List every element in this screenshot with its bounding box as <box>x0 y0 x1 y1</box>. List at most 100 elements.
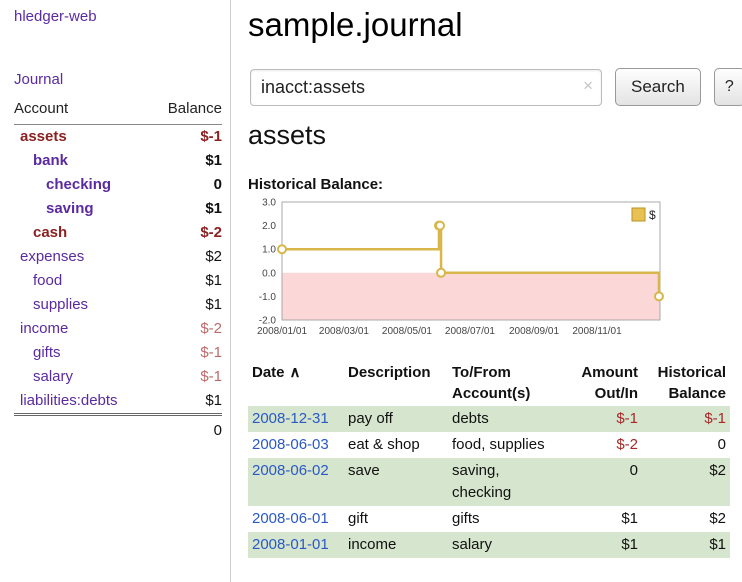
transaction-accounts: salary <box>452 536 493 553</box>
account-title: assets <box>248 120 327 150</box>
legend-label: $ <box>649 208 656 222</box>
register-row: 2008-06-02 save saving, checking 0 $2 <box>248 458 730 506</box>
transaction-accounts: saving, checking <box>452 462 512 501</box>
transaction-amount: $1 <box>621 536 638 553</box>
search-input[interactable] <box>250 68 602 106</box>
accounts-total: 0 <box>14 413 222 439</box>
account-link[interactable]: checking <box>46 176 112 193</box>
y-tick-label: 0.0 <box>262 268 276 279</box>
x-tick-label: 2008/03/01 <box>319 326 369 337</box>
accounts-header-account: Account <box>14 100 69 117</box>
transaction-date-link[interactable]: 2008-06-02 <box>252 462 329 479</box>
column-header-balance-line1: Historical <box>657 364 726 381</box>
register-table: Date ∧ Description To/From Account(s) Amo… <box>248 360 730 558</box>
y-tick-label: -2.0 <box>259 316 277 327</box>
search-button[interactable]: Search <box>615 68 701 106</box>
y-tick-label: -1.0 <box>259 292 277 303</box>
account-balance: $1 <box>205 200 222 217</box>
transaction-description: pay off <box>348 410 393 427</box>
account-link[interactable]: bank <box>33 152 69 169</box>
account-link[interactable]: gifts <box>33 344 61 361</box>
account-balance: $2 <box>205 248 222 265</box>
clear-search-icon[interactable]: × <box>583 75 593 95</box>
x-tick-label: 2008/01/01 <box>257 326 307 337</box>
account-balance: $1 <box>205 152 222 169</box>
accounts-panel: Account Balance assets $-1 bank $1 checking 0… <box>14 100 222 439</box>
account-balance: $-1 <box>200 368 222 385</box>
data-point-marker <box>653 291 664 302</box>
account-balance: $-1 <box>200 344 222 361</box>
x-tick-label: 2008/05/01 <box>382 326 432 337</box>
help-button[interactable]: ? <box>713 68 742 106</box>
transaction-amount: $-2 <box>616 436 638 453</box>
column-header-accounts: To/From Account(s) <box>448 360 566 406</box>
transaction-date-link[interactable]: 2008-12-31 <box>252 410 329 427</box>
transaction-amount: 0 <box>629 462 638 479</box>
account-balance: $-2 <box>200 320 222 337</box>
account-row: expenses $2 <box>14 245 222 269</box>
account-balance: 0 <box>213 176 222 193</box>
column-header-amount: Amount Out/In <box>566 360 642 406</box>
account-link[interactable]: expenses <box>20 248 85 265</box>
transaction-balance: $-1 <box>704 410 726 427</box>
account-balance: $1 <box>205 392 222 409</box>
page-title: sample.journal <box>248 6 463 43</box>
transaction-amount: $-1 <box>616 410 638 427</box>
account-link[interactable]: salary <box>33 368 74 385</box>
account-link[interactable]: supplies <box>33 296 89 313</box>
transaction-date-link[interactable]: 2008-06-03 <box>252 436 329 453</box>
plot-border <box>281 201 661 321</box>
column-header-accounts-line2: Account(s) <box>452 385 531 402</box>
account-link[interactable]: cash <box>33 224 68 241</box>
account-balance: $-1 <box>200 128 222 145</box>
account-row: cash $-2 <box>14 221 222 245</box>
column-header-description: Description <box>344 360 448 406</box>
search-input-wrap: × <box>250 68 602 106</box>
account-row: checking 0 <box>14 173 222 197</box>
account-row: liabilities:debts $1 <box>14 389 222 413</box>
accounts-list: assets $-1 bank $1 checking 0 saving $1 cash $-2 e… <box>14 125 222 413</box>
account-row: salary $-1 <box>14 365 222 389</box>
account-row: supplies $1 <box>14 293 222 317</box>
transaction-balance: $2 <box>709 462 726 479</box>
account-link[interactable]: assets <box>20 128 67 145</box>
search-bar: × Search ? <box>250 68 742 106</box>
column-header-amount-line2: Out/In <box>594 385 638 402</box>
chart-heading: Historical Balance: <box>248 176 384 193</box>
data-point-marker <box>277 244 287 255</box>
transaction-balance: 0 <box>717 436 726 453</box>
accounts-header-balance: Balance <box>167 100 222 117</box>
column-header-date[interactable]: Date ∧ <box>248 360 344 406</box>
transaction-balance: $1 <box>709 536 726 553</box>
transaction-date-link[interactable]: 2008-01-01 <box>252 536 329 553</box>
account-link[interactable]: liabilities:debts <box>20 392 118 409</box>
y-tick-label: 3.0 <box>262 198 276 209</box>
y-tick-label: 2.0 <box>262 221 276 232</box>
x-tick-label: 2008/07/01 <box>445 326 495 337</box>
data-point-marker <box>435 220 446 231</box>
transaction-accounts: gifts <box>452 510 480 527</box>
register-header-row: Date ∧ Description To/From Account(s) Amo… <box>248 360 730 406</box>
register-row: 2008-01-01 income salary $1 $1 <box>248 532 730 558</box>
column-header-balance-line2: Balance <box>668 385 726 402</box>
column-header-date-label: Date <box>252 364 285 381</box>
sidebar-journal-link[interactable]: Journal <box>14 71 64 88</box>
transaction-amount: $1 <box>621 510 638 527</box>
app-brand-link[interactable]: hledger-web <box>14 8 97 25</box>
legend-swatch <box>631 207 646 222</box>
transaction-description: eat & shop <box>348 436 420 453</box>
y-tick-label: 1.0 <box>262 245 276 256</box>
x-tick-label: 2008/09/01 <box>509 326 559 337</box>
account-row: saving $1 <box>14 197 222 221</box>
accounts-header: Account Balance <box>14 100 222 125</box>
account-link[interactable]: food <box>33 272 63 289</box>
account-row: assets $-1 <box>14 125 222 149</box>
account-row: gifts $-1 <box>14 341 222 365</box>
sort-ascending-icon: ∧ <box>289 364 301 381</box>
register-row: 2008-06-03 eat & shop food, supplies $-2 0 <box>248 432 730 458</box>
transaction-balance: $2 <box>709 510 726 527</box>
account-link[interactable]: saving <box>46 200 94 217</box>
transaction-date-link[interactable]: 2008-06-01 <box>252 510 329 527</box>
account-link[interactable]: income <box>20 320 69 337</box>
